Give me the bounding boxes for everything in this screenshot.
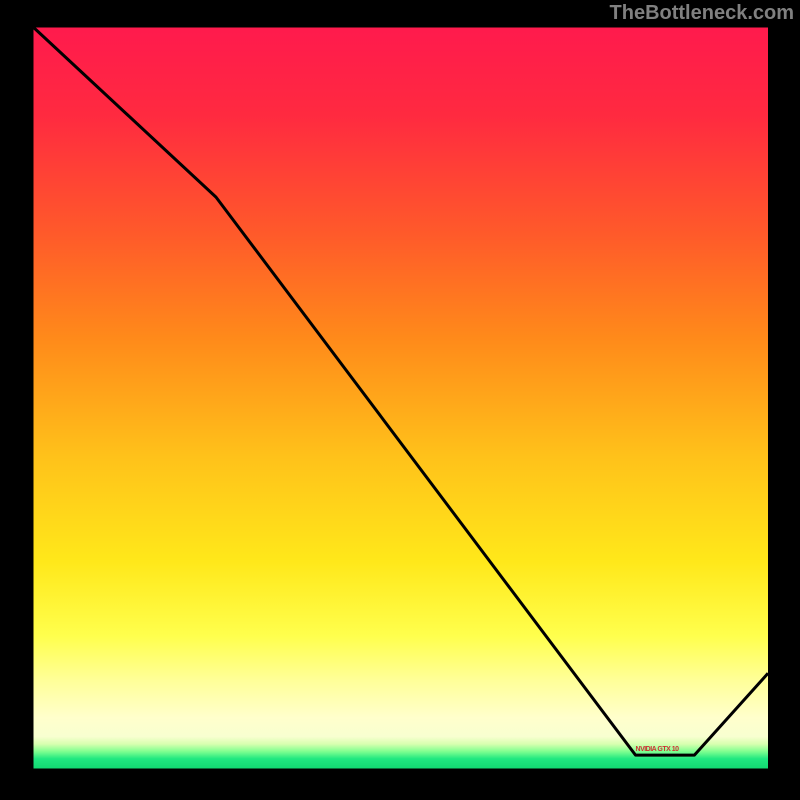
plot-background (32, 26, 768, 770)
chart-svg (0, 0, 800, 800)
valley-series-label: NVIDIA GTX 10 (636, 746, 679, 753)
chart-container: TheBottleneck.com NVIDIA GTX 10 (0, 0, 800, 800)
